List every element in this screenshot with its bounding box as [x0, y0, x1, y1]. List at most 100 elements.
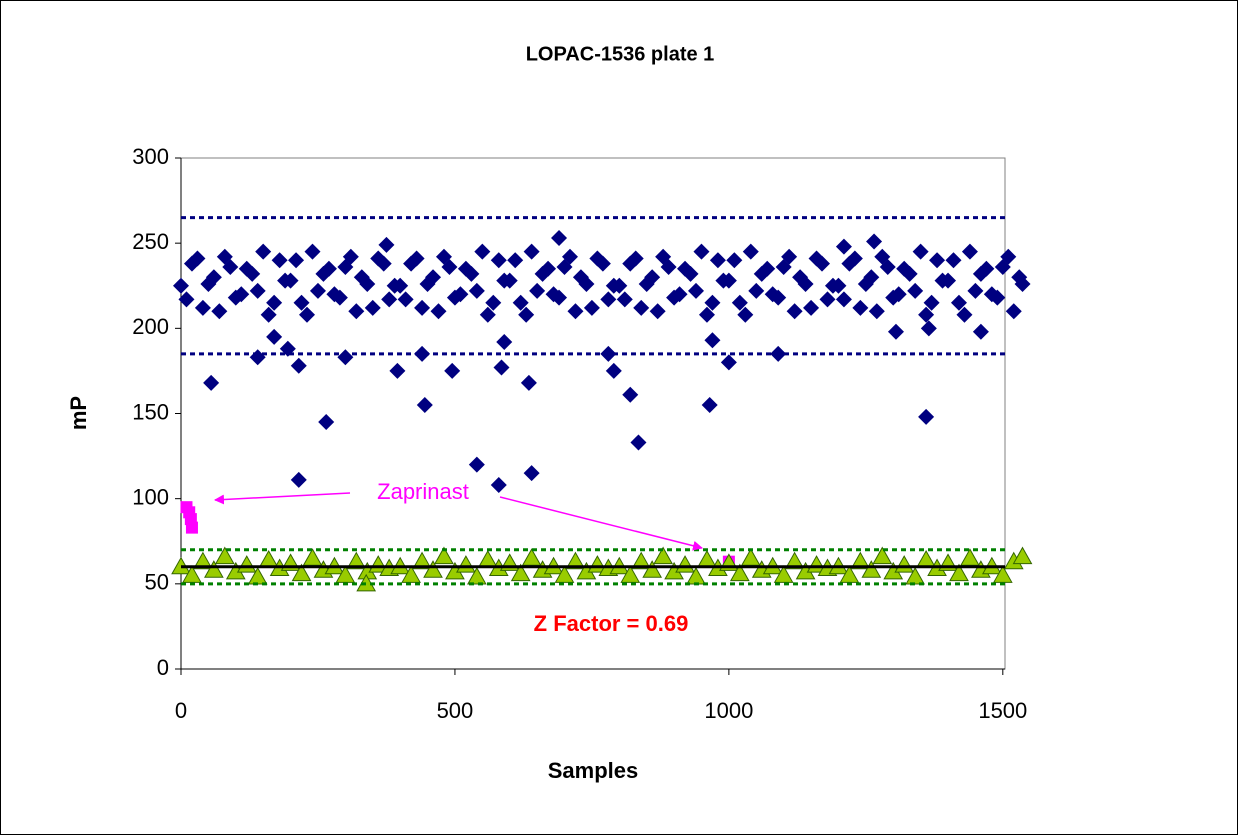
- chart-title: LOPAC-1536 plate 1: [526, 43, 715, 65]
- data-point: [290, 471, 307, 488]
- data-point: [416, 396, 433, 413]
- data-point: [967, 282, 984, 299]
- data-point: [485, 294, 502, 311]
- data-point: [403, 255, 420, 272]
- data-point: [616, 291, 633, 308]
- data-point: [1012, 546, 1033, 565]
- data-point: [193, 551, 213, 570]
- data-point: [729, 563, 750, 582]
- data-point: [288, 252, 305, 269]
- x-tick-label: 500: [437, 698, 474, 723]
- data-point: [353, 269, 370, 286]
- data-point: [520, 374, 537, 391]
- data-point: [709, 252, 726, 269]
- data-point: [653, 546, 673, 565]
- data-point: [512, 294, 529, 311]
- data-point: [277, 272, 294, 289]
- data-point: [291, 563, 312, 582]
- data-point: [992, 565, 1013, 583]
- data-point: [408, 250, 425, 267]
- data-point: [194, 299, 211, 316]
- data-point: [839, 565, 860, 583]
- data-point: [704, 294, 721, 311]
- data-point: [901, 265, 918, 282]
- data-point: [318, 414, 335, 431]
- data-point: [249, 282, 266, 299]
- data-point: [493, 359, 510, 376]
- data-point: [178, 291, 195, 308]
- data-point: [814, 255, 831, 272]
- data-point: [819, 291, 836, 308]
- data-point: [835, 291, 852, 308]
- data-point: [682, 265, 699, 282]
- data-point: [715, 272, 732, 289]
- data-point: [773, 565, 794, 583]
- data-point: [401, 565, 421, 583]
- data-point: [304, 243, 321, 260]
- data-point: [945, 252, 962, 269]
- data-point: [920, 320, 937, 337]
- data-point: [978, 260, 995, 277]
- data-point: [850, 551, 871, 570]
- data-point: [348, 303, 365, 320]
- data-point: [337, 349, 354, 366]
- data-point: [510, 563, 531, 582]
- data-point: [956, 306, 973, 323]
- data-point: [214, 546, 235, 565]
- data-point: [378, 236, 395, 253]
- data-point: [381, 291, 398, 308]
- data-point: [720, 354, 737, 371]
- data-point: [726, 252, 743, 269]
- data-point: [414, 299, 431, 316]
- data-point: [540, 260, 557, 277]
- data-point: [929, 252, 946, 269]
- data-point: [868, 303, 885, 320]
- annotation: Z Factor = 0.69: [534, 611, 689, 636]
- data-point: [293, 294, 310, 311]
- data-point: [861, 560, 882, 578]
- data-point: [972, 323, 989, 340]
- data-point: [879, 259, 896, 276]
- y-tick-label: 50: [145, 570, 169, 595]
- data-point: [204, 560, 224, 578]
- data-point: [331, 289, 348, 306]
- data-point: [759, 260, 776, 277]
- data-point: [490, 477, 507, 494]
- data-point: [466, 567, 487, 585]
- data-point: [414, 345, 431, 362]
- data-point: [600, 291, 617, 308]
- data-point: [671, 286, 688, 303]
- y-tick-label: 0: [157, 655, 169, 680]
- data-point: [419, 276, 436, 293]
- data-point: [731, 294, 748, 311]
- data-point: [551, 230, 568, 247]
- data-point: [688, 282, 704, 299]
- data-point: [841, 255, 858, 272]
- data-point: [233, 286, 250, 303]
- data-point: [423, 560, 443, 578]
- data-point: [496, 272, 513, 289]
- y-tick-label: 100: [132, 484, 169, 509]
- data-point: [649, 303, 666, 320]
- data-point: [452, 286, 469, 303]
- data-point: [890, 286, 907, 303]
- y-tick-label: 200: [132, 314, 169, 339]
- data-point: [857, 276, 874, 293]
- data-point: [302, 548, 323, 566]
- data-point: [961, 243, 978, 260]
- data-point: [872, 546, 893, 565]
- data-point: [866, 233, 883, 250]
- data-point: [507, 252, 524, 269]
- data-point: [950, 294, 967, 311]
- data-point: [923, 294, 940, 311]
- data-point: [835, 238, 852, 255]
- data-point: [740, 548, 761, 566]
- data-point: [852, 299, 869, 316]
- data-point: [529, 282, 546, 299]
- data-point: [320, 260, 337, 277]
- data-point: [905, 567, 926, 585]
- data-point: [244, 265, 261, 282]
- data-point: [792, 269, 809, 286]
- data-point: [468, 282, 485, 299]
